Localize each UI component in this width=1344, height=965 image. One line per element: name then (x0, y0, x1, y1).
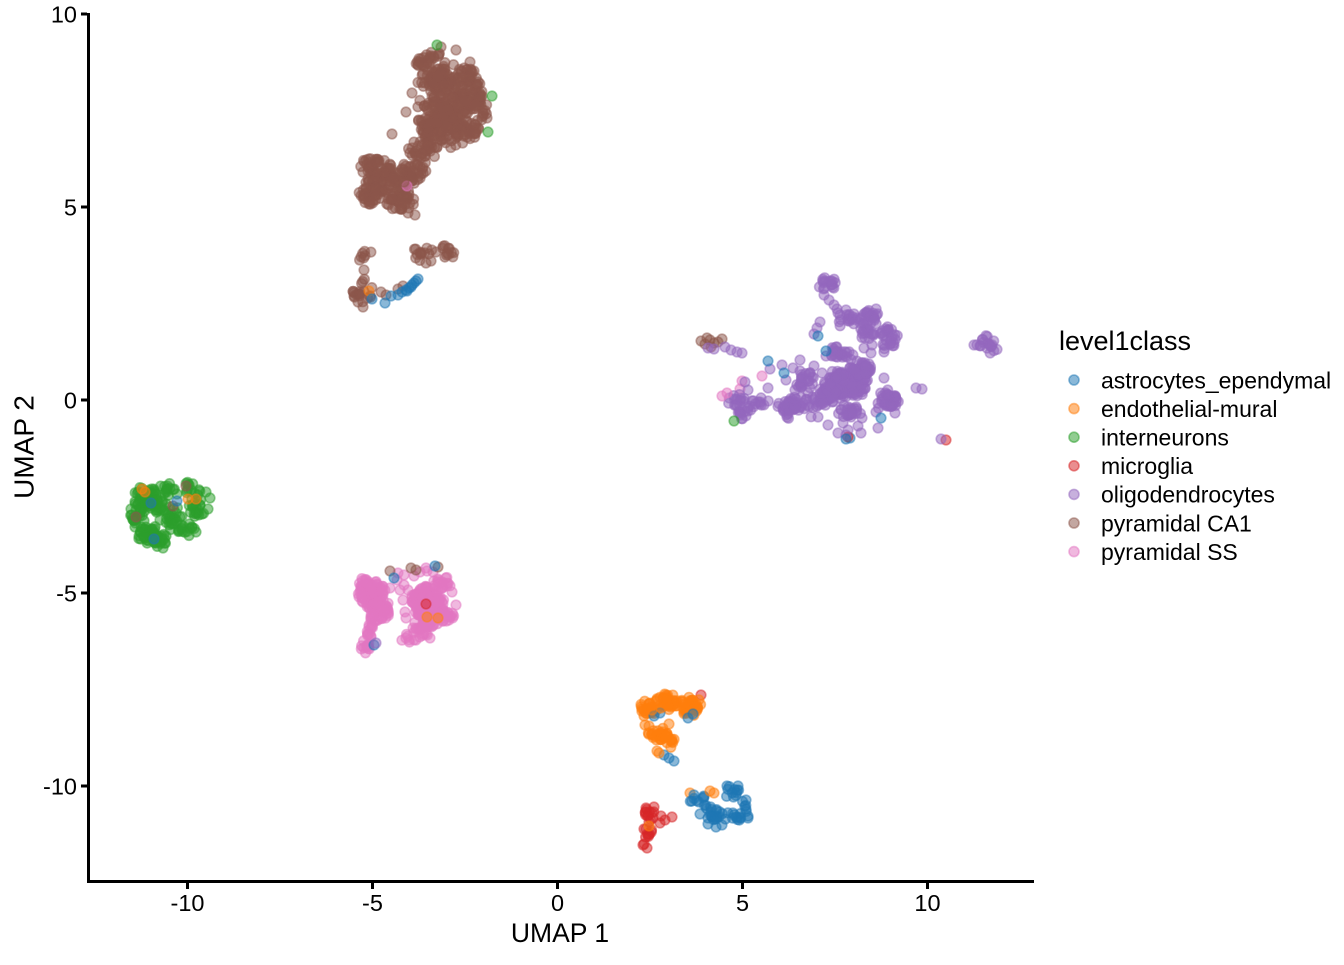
svg-text:0: 0 (64, 388, 77, 414)
svg-text:pyramidal SS: pyramidal SS (1101, 539, 1238, 565)
svg-text:-5: -5 (56, 581, 77, 607)
svg-text:10: 10 (51, 2, 77, 28)
svg-text:astrocytes_ependymal: astrocytes_ependymal (1101, 367, 1331, 393)
svg-text:oligodendrocytes: oligodendrocytes (1101, 482, 1275, 508)
svg-text:endothelial-mural: endothelial-mural (1101, 396, 1277, 422)
svg-text:level1class: level1class (1059, 326, 1191, 356)
svg-text:-5: -5 (362, 890, 383, 916)
svg-text:5: 5 (736, 890, 749, 916)
svg-text:pyramidal CA1: pyramidal CA1 (1101, 510, 1252, 536)
svg-text:-10: -10 (43, 774, 77, 800)
svg-text:interneurons: interneurons (1101, 425, 1229, 451)
svg-text:microglia: microglia (1101, 453, 1193, 479)
svg-text:UMAP 2: UMAP 2 (9, 395, 40, 499)
svg-text:-10: -10 (171, 890, 205, 916)
svg-text:UMAP 1: UMAP 1 (511, 918, 609, 948)
svg-text:0: 0 (551, 890, 564, 916)
svg-text:10: 10 (914, 890, 940, 916)
svg-text:5: 5 (64, 195, 77, 221)
